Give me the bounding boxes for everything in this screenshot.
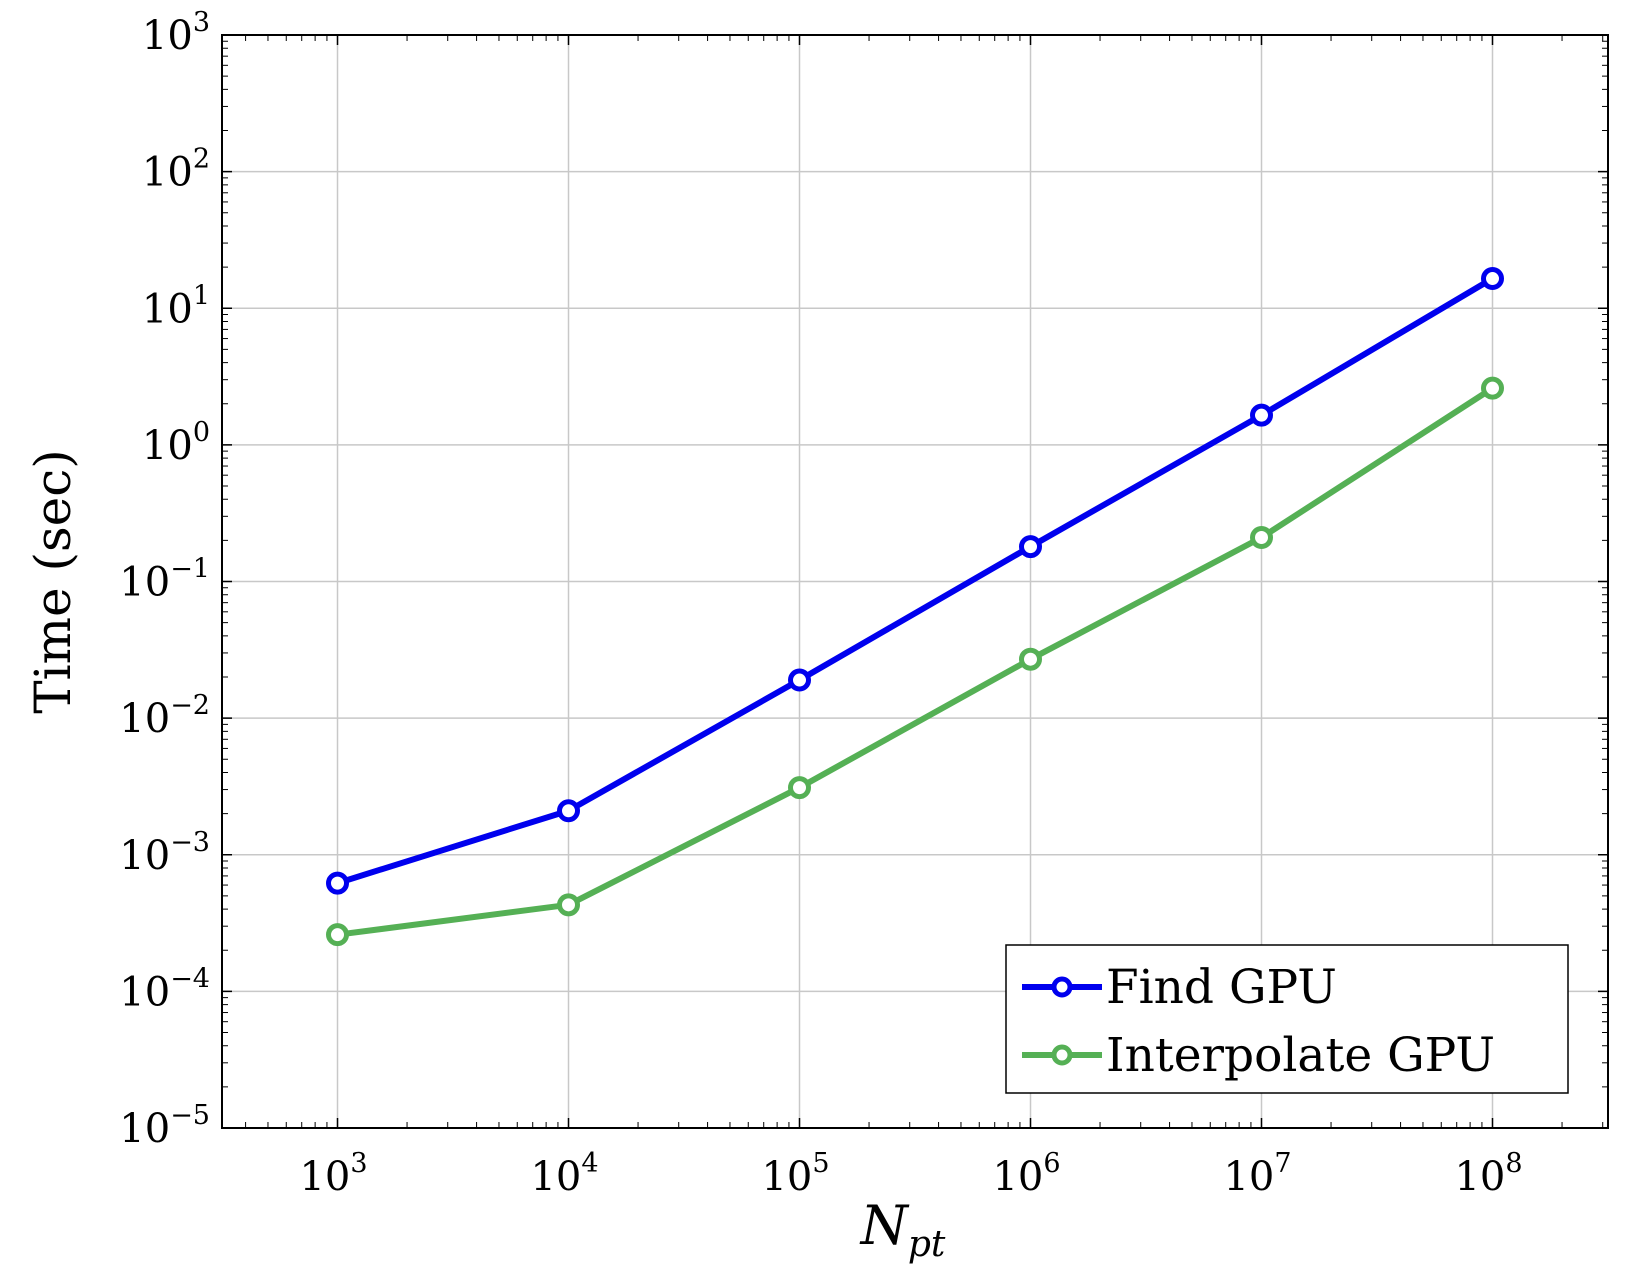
y-tick-base: 10 (119, 833, 170, 879)
y-tick-label: 103 (142, 7, 210, 59)
series-2 (326, 376, 1505, 947)
y-tick-exp: 1 (193, 280, 210, 311)
data-point (326, 923, 350, 947)
y-tick-label: 10−5 (119, 1100, 210, 1152)
x-tick-base: 10 (761, 1154, 812, 1200)
x-axis-label-main: N (859, 1194, 910, 1257)
series (326, 267, 1505, 947)
legend-swatch-marker (1051, 976, 1073, 998)
y-tick-exp: 0 (193, 417, 210, 448)
data-point (1019, 647, 1043, 671)
legend-swatch-marker (1051, 1044, 1073, 1066)
legend-label: Find GPU (1106, 960, 1337, 1015)
y-tick-base: 10 (142, 150, 193, 196)
data-point (557, 799, 581, 823)
x-tick-exp: 8 (1505, 1148, 1522, 1179)
data-point (1250, 525, 1274, 549)
data-point (788, 776, 812, 800)
data-point (1019, 535, 1043, 559)
y-tick-label: 10−2 (119, 690, 210, 742)
data-point (1481, 267, 1505, 291)
y-tick-base: 10 (142, 423, 193, 469)
data-point (1250, 403, 1274, 427)
x-tick-exp: 7 (1274, 1148, 1291, 1179)
x-tick-base: 10 (992, 1154, 1043, 1200)
y-tick-exp: 3 (193, 7, 210, 38)
legend: Find GPU Interpolate GPU (1005, 944, 1569, 1094)
legend-item: Interpolate GPU (1022, 1028, 1495, 1083)
y-axis-label: Time (sec) (24, 449, 82, 714)
data-point (788, 668, 812, 692)
y-tick-exp: −4 (170, 963, 210, 994)
x-tick-base: 10 (299, 1154, 350, 1200)
y-tick-label: 10−1 (119, 554, 210, 606)
y-tick-base: 10 (119, 560, 170, 606)
y-tick-label: 100 (142, 417, 210, 469)
x-axis-label-sub: pt (908, 1224, 946, 1265)
x-axis-label: Npt (859, 1194, 946, 1265)
x-tick-base: 10 (1454, 1154, 1505, 1200)
x-tick-base: 10 (1223, 1154, 1274, 1200)
x-tick-label: 106 (992, 1148, 1060, 1200)
x-tick-label: 108 (1454, 1148, 1522, 1200)
data-point (326, 871, 350, 895)
x-tick-exp: 3 (350, 1148, 367, 1179)
legend-item: Find GPU (1022, 960, 1337, 1015)
y-tick-exp: −2 (170, 690, 210, 721)
y-tick-exp: 2 (193, 144, 210, 175)
legend-box (1005, 944, 1569, 1094)
y-tick-base: 10 (119, 969, 170, 1015)
series-line (336, 275, 1495, 886)
y-tick-base: 10 (119, 1106, 170, 1152)
x-tick-label: 105 (761, 1148, 829, 1200)
x-tick-label: 107 (1223, 1148, 1291, 1200)
x-tick-label: 104 (530, 1148, 598, 1200)
x-tick-exp: 5 (812, 1148, 829, 1179)
legend-label: Interpolate GPU (1106, 1028, 1495, 1083)
y-tick-label: 102 (142, 144, 210, 196)
x-tick-exp: 4 (581, 1148, 598, 1179)
series-line (337, 385, 1495, 938)
x-tick-base: 10 (530, 1154, 581, 1200)
y-tick-exp: −5 (170, 1100, 210, 1131)
series-1 (326, 267, 1505, 895)
grid (222, 35, 1608, 1128)
x-tick-label: 103 (299, 1148, 367, 1200)
y-tick-base: 10 (119, 696, 170, 742)
x-axis-ticks: 103 104 105 106 107 108 (299, 35, 1523, 1200)
y-tick-base: 10 (142, 286, 193, 332)
data-point (557, 893, 581, 917)
y-tick-label: 10−4 (119, 963, 210, 1015)
y-tick-exp: −3 (170, 827, 210, 858)
y-tick-exp: −1 (170, 554, 210, 585)
x-tick-exp: 6 (1043, 1148, 1060, 1179)
y-tick-label: 101 (142, 280, 210, 332)
data-point (1481, 376, 1505, 400)
y-tick-label: 10−3 (119, 827, 210, 879)
y-tick-base: 10 (142, 13, 193, 59)
